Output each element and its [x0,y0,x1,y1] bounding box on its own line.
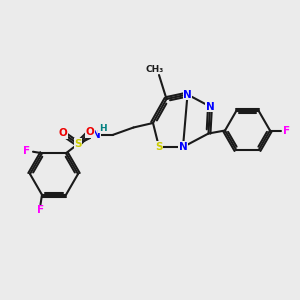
Text: S: S [74,139,82,149]
Text: N: N [178,142,188,152]
Text: F: F [283,125,290,136]
Text: N: N [92,130,100,140]
Text: S: S [155,142,163,152]
Text: CH₃: CH₃ [146,64,164,74]
Text: F: F [23,146,31,156]
Text: O: O [58,128,68,139]
Text: H: H [99,124,106,133]
Text: O: O [85,127,94,137]
Text: N: N [183,89,192,100]
Text: N: N [206,101,214,112]
Text: F: F [37,206,44,215]
